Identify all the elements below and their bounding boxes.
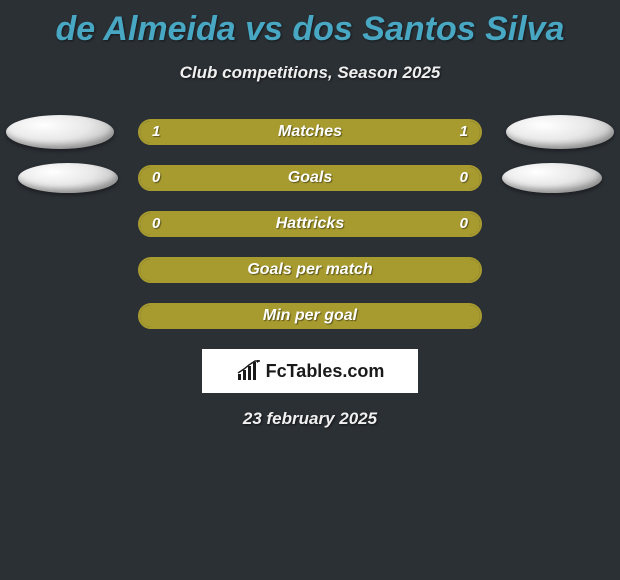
player-left-avatar xyxy=(18,163,118,193)
stat-value-right: 0 xyxy=(460,213,468,235)
stat-label: Goals xyxy=(140,167,480,189)
stat-row: Min per goal xyxy=(0,303,620,329)
logo-box: FcTables.com xyxy=(202,349,418,393)
stat-row: Goals per match xyxy=(0,257,620,283)
stat-label: Hattricks xyxy=(140,213,480,235)
page-subtitle: Club competitions, Season 2025 xyxy=(0,63,620,83)
stat-row: 1 Matches 1 xyxy=(0,119,620,145)
page-date: 23 february 2025 xyxy=(0,409,620,429)
player-right-avatar xyxy=(506,115,614,149)
page-title: de Almeida vs dos Santos Silva xyxy=(0,0,620,49)
stat-value-right: 0 xyxy=(460,167,468,189)
stat-bar: 0 Goals 0 xyxy=(138,165,482,191)
stat-row: 0 Goals 0 xyxy=(0,165,620,191)
logo-text: FcTables.com xyxy=(266,361,385,382)
stat-bar: Min per goal xyxy=(138,303,482,329)
stat-value-right: 1 xyxy=(460,121,468,143)
player-left-avatar xyxy=(6,115,114,149)
chart-icon xyxy=(236,360,262,382)
stat-bar: 0 Hattricks 0 xyxy=(138,211,482,237)
stat-label: Matches xyxy=(140,121,480,143)
player-right-avatar xyxy=(502,163,602,193)
stat-bar: 1 Matches 1 xyxy=(138,119,482,145)
stats-container: 1 Matches 1 0 Goals 0 0 Hattricks 0 xyxy=(0,119,620,329)
stat-label: Min per goal xyxy=(140,305,480,327)
stat-bar: Goals per match xyxy=(138,257,482,283)
stat-label: Goals per match xyxy=(140,259,480,281)
stat-row: 0 Hattricks 0 xyxy=(0,211,620,237)
